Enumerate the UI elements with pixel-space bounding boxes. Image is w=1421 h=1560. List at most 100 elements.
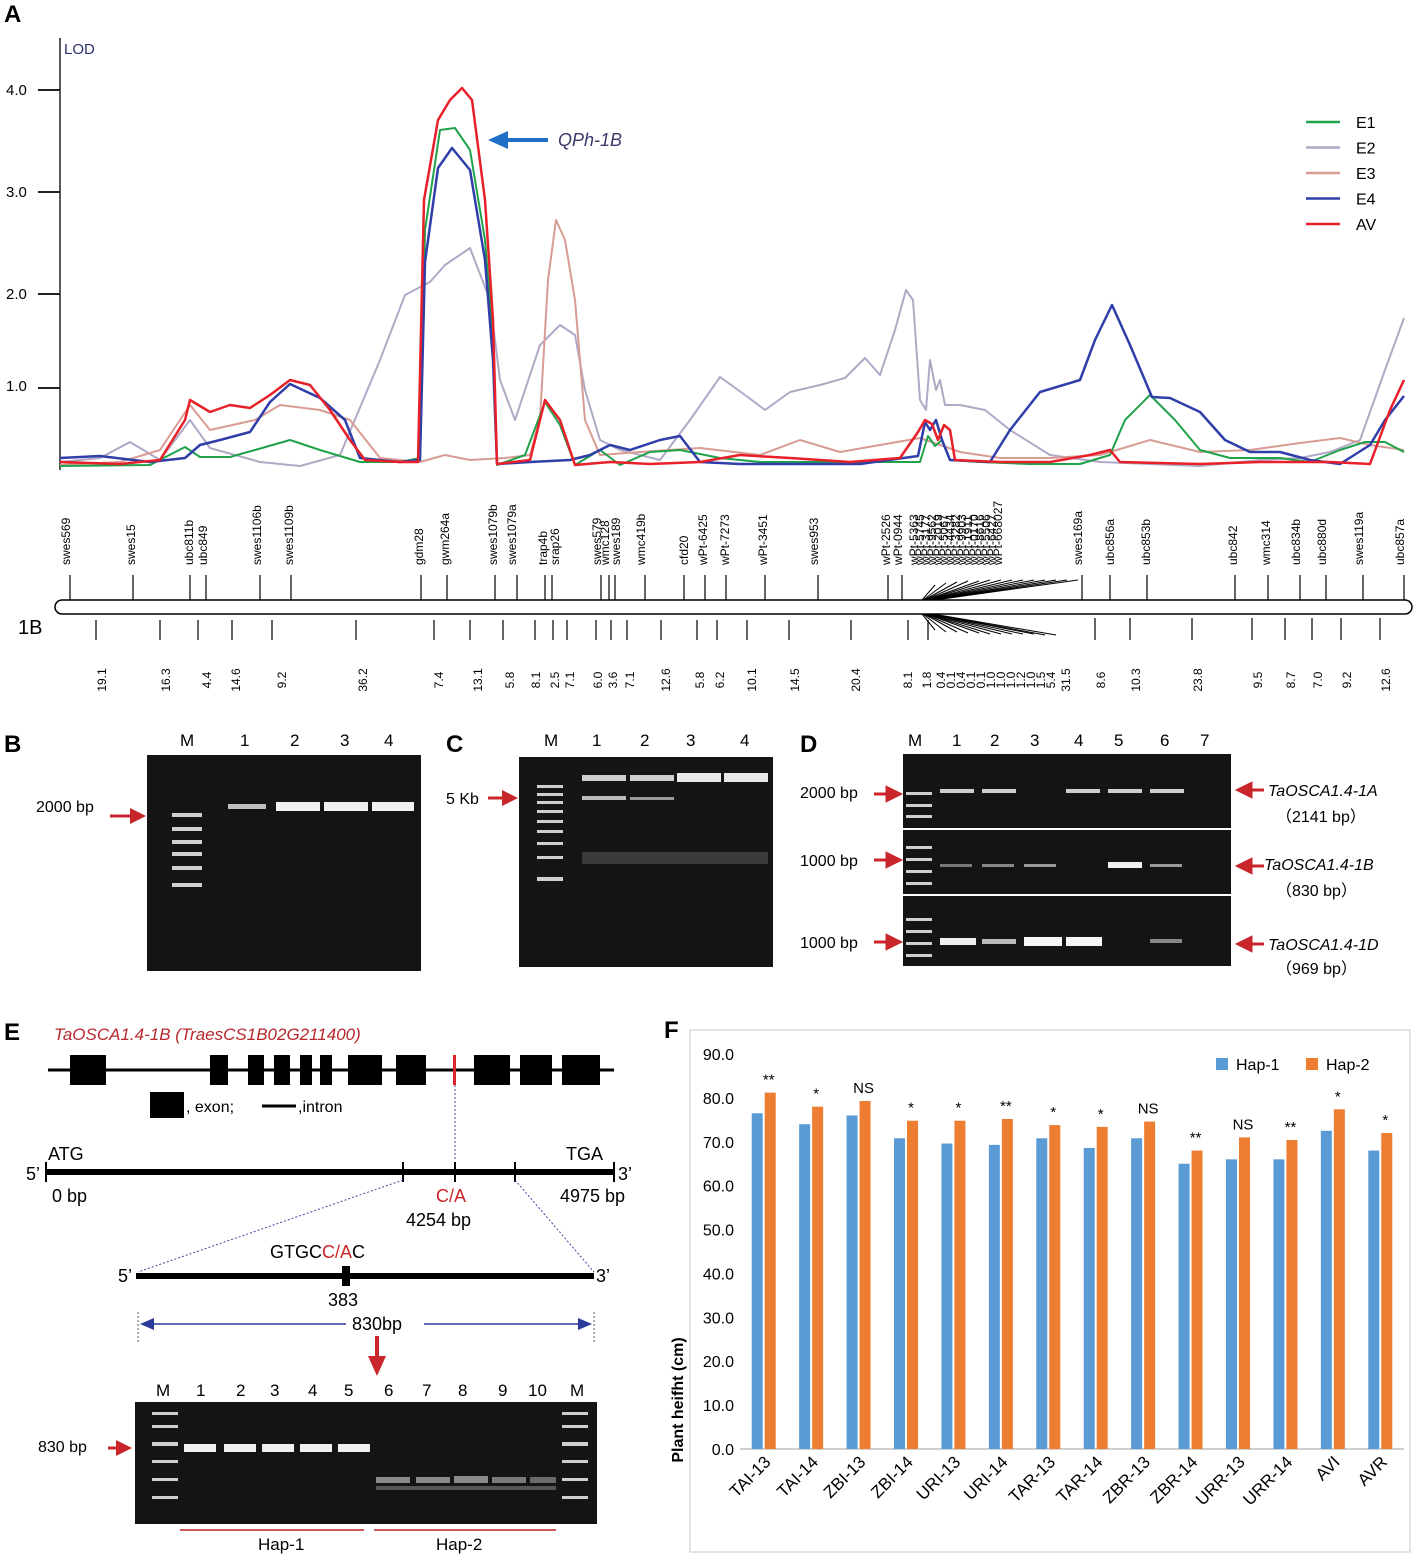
snp-marker [342,1266,350,1286]
y-tick-label: 80.0 [703,1091,734,1108]
y-tick-label: 20.0 [703,1354,734,1371]
five-prime-label: 5’ [26,1164,40,1184]
significance-label: * [956,1100,962,1117]
significance-label: ** [763,1072,775,1089]
lane-label: 4 [740,731,749,750]
amplicon-three-prime: 3’ [596,1266,610,1286]
marker-label: wPt-4434 [943,514,957,566]
bar-hap-1 [1320,1130,1332,1449]
marker-label: wmc419b [634,513,648,566]
y-tick-label: 70.0 [703,1135,734,1152]
bar-hap-1 [1131,1138,1143,1449]
bar-hap-2 [1049,1125,1061,1449]
panel-b: B M 1 2 3 4 2000 bp [4,731,421,971]
legend-label: E3 [1356,166,1376,183]
intron-legend-label: ,intron [298,1099,342,1116]
marker-label: swes119a [1352,512,1366,565]
marker-label: swes1079b [486,504,500,565]
three-prime-label: 3’ [618,1164,632,1184]
distance-label: 1.8 [920,671,934,688]
gel-d-gene-3: TaOSCA1.4-1D [1268,937,1379,954]
distance-label: 5.4 [1044,671,1058,688]
x-tick-label: ZBI-14 [867,1452,917,1502]
marker-label: trap4b [536,531,550,565]
lod-y-ticks: 4.0 3.0 2.0 1.0 [6,82,60,395]
x-tick-label: ZBR-13 [1099,1452,1154,1507]
lane-label: 6 [1160,731,1169,750]
lane-label: 3 [340,731,349,750]
bar-hap-2 [1191,1150,1203,1449]
distance-label: 3.6 [606,671,620,688]
marker-label: wPt-1911 [961,515,975,566]
significance-label: NS [853,1080,874,1097]
marker-label: ubc834b [1289,519,1303,565]
exon-legend-label: , exon; [186,1099,234,1116]
y-tick-label: 40.0 [703,1266,734,1283]
chromosome-map: 1B swes569 swes15 ubc811b ubc849 swes1106b sw… [18,501,1413,692]
marker-label: wPt-5067 [937,514,951,566]
significance-label: NS [1138,1101,1159,1118]
zoom-line-right [514,1179,595,1273]
significance-label: * [908,1100,914,1117]
marker-label: wPt-5506 [979,514,993,566]
zoom-line-left [137,1179,404,1273]
distance-label: 8.7 [1284,671,1298,688]
distance-label: 9.2 [275,671,289,688]
panel-b-lane-labels: M 1 2 3 4 [180,731,393,750]
lane-label: 9 [498,1381,507,1400]
distance-label: 7.0 [1311,671,1325,688]
marker-label: wPt-6427 [985,514,999,566]
lane-label: 8 [458,1381,467,1400]
marker-label: ubc842 [1226,525,1240,565]
panel-e-lane-labels: M 1 2 3 4 5 6 7 8 9 10 M [156,1381,584,1400]
marker-label: wPt-2019 [931,514,945,566]
bar-hap-1 [799,1124,811,1449]
panel-f: F Plant heifht (cm) 0.0 10.0 20.0 30.0 40.0 5… [664,1017,1411,1553]
distance-label: 12.6 [1379,668,1393,692]
distance-label: 9.5 [1251,671,1265,688]
lod-tick-label: 2.0 [6,286,27,303]
curve-e4 [59,146,1405,466]
lane-label: 4 [308,1381,317,1400]
panel-b-letter: B [4,731,21,758]
chromosome-label: 1B [18,617,42,639]
distance-label: 0.1 [944,671,958,688]
amplicon-size-arrow [137,1312,595,1342]
lane-label: 7 [1200,731,1209,750]
gel-c-size-label: 5 Kb [446,791,479,808]
lane-label: 2 [990,731,999,750]
significance-label: ** [1285,1119,1297,1136]
panel-a-letter: A [4,1,21,28]
lod-curves [59,86,1406,467]
legend-swatch [1216,1058,1228,1070]
y-tick-label: 90.0 [703,1047,734,1064]
genomic-sequence-line [45,1162,615,1182]
bar-hap-1 [941,1143,953,1449]
lane-label: 1 [196,1381,205,1400]
significance-label: ** [1000,1098,1012,1115]
legend-label: E4 [1356,192,1376,209]
distance-label: 1.5 [1034,671,1048,688]
lod-legend: E1 E2 E3 E4 AV [1306,115,1376,234]
distance-label: 23.8 [1191,668,1205,692]
x-tick-label: AVR [1354,1452,1391,1489]
bar-hap-2 [1144,1121,1156,1449]
distance-label: 10.1 [745,668,759,692]
bar-hap-2 [1381,1133,1393,1449]
distance-label: 0.4 [954,671,968,688]
marker-label: wPt-6425 [696,514,710,566]
marker-label: wmc128 [598,520,612,566]
lane-label: M [908,731,922,750]
legend-label: Hap-2 [1326,1057,1370,1074]
y-tick-label: 30.0 [703,1310,734,1327]
legend-swatch [1306,1058,1318,1070]
lane-label: 2 [640,731,649,750]
y-tick-label: 0.0 [712,1442,734,1459]
panel-e-letter: E [4,1019,20,1046]
bar-hap-1 [894,1138,905,1449]
lane-label: M [544,731,558,750]
y-tick-label: 10.0 [703,1398,734,1415]
x-tick-label: URI-13 [913,1452,965,1504]
marker-label: ubc880d [1315,519,1329,565]
